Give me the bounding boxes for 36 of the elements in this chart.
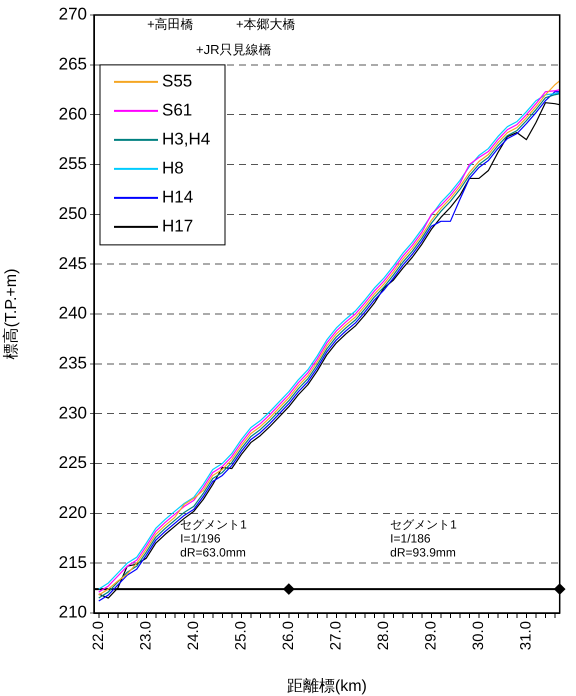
x-axis-title: 距離標(km) <box>286 676 367 695</box>
x-tick-label: 30.0 <box>470 621 488 650</box>
y-tick-label: 260 <box>58 104 87 124</box>
y-tick-label: 225 <box>58 453 87 472</box>
x-tick-label: 26.0 <box>280 621 297 650</box>
x-tick-label: 22.0 <box>90 621 107 650</box>
legend-label: S61 <box>162 100 192 120</box>
x-tick-label: 23.0 <box>137 621 154 650</box>
legend-label: H3,H4 <box>162 130 210 149</box>
legend-label: H17 <box>162 216 194 236</box>
y-tick-label: 235 <box>58 354 87 373</box>
legend-label: H14 <box>162 188 194 207</box>
y-tick-label: 255 <box>58 154 87 174</box>
y-tick-label: 240 <box>58 304 87 323</box>
y-tick-label: 215 <box>58 552 87 572</box>
y-axis-title: 標高(T.P.+m) <box>2 268 20 360</box>
annotation: +高田橋 <box>147 16 194 32</box>
y-tick-label: 230 <box>58 403 87 422</box>
annotation: セグメント1 I=1/196 dR=63.0mm <box>180 517 248 560</box>
y-tick-label: 210 <box>58 602 87 622</box>
y-tick-label: 265 <box>58 54 87 74</box>
x-tick-label: 28.0 <box>375 621 392 650</box>
y-tick-label: 220 <box>58 503 87 522</box>
y-tick-label: 250 <box>58 204 87 224</box>
legend-label: H8 <box>162 158 184 178</box>
y-tick-label: 245 <box>58 254 87 273</box>
y-tick-label: 270 <box>58 4 87 24</box>
legend-label: S55 <box>162 72 192 91</box>
x-tick-label: 24.0 <box>184 621 202 650</box>
x-tick-label: 31.0 <box>518 621 535 650</box>
annotation: +JR只見線橋 <box>196 42 272 57</box>
x-tick-label: 29.0 <box>422 621 440 650</box>
annotation: +本郷大橋 <box>236 16 296 32</box>
x-tick-label: 27.0 <box>327 621 344 650</box>
x-tick-label: 25.0 <box>232 621 250 650</box>
annotation: セグメント1 I=1/186 dR=93.9mm <box>390 517 458 560</box>
